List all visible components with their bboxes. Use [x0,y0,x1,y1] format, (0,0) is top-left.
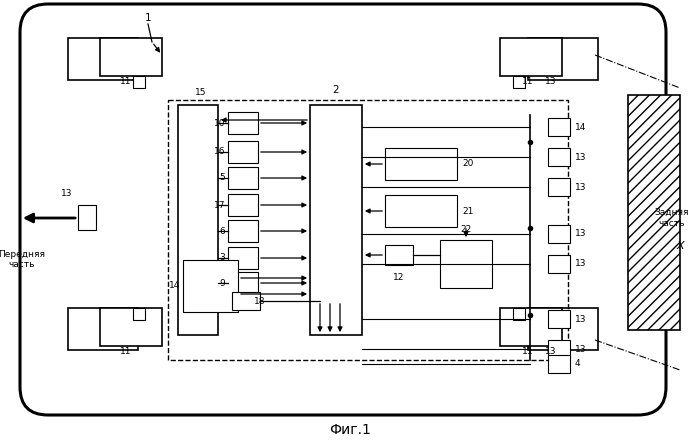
Text: 22: 22 [461,225,472,234]
Bar [548,310,570,328]
Text: 13: 13 [575,183,586,191]
Text: 16: 16 [213,148,225,156]
Bar [628,95,680,330]
Bar [528,308,598,350]
Bar [528,38,598,80]
Text: 5: 5 [219,174,225,183]
Text: 13: 13 [575,229,586,239]
Text: 13: 13 [575,315,586,324]
Bar [548,148,570,166]
Text: 11: 11 [120,347,131,356]
Bar [228,112,258,134]
Text: Фиг.1: Фиг.1 [329,423,371,437]
Bar [548,355,570,373]
Text: 1: 1 [145,13,151,23]
Text: Передняя
часть: Передняя часть [0,250,45,270]
Bar [548,178,570,196]
Bar [548,255,570,273]
Bar [228,272,258,294]
Bar [78,205,96,230]
Bar [513,308,525,320]
Text: 17: 17 [213,201,225,210]
Text: 10: 10 [213,118,225,127]
Text: 14: 14 [168,282,180,290]
Text: 13: 13 [545,77,556,86]
FancyBboxPatch shape [20,4,666,415]
Bar [100,308,162,346]
Bar [385,148,457,180]
Text: 13: 13 [545,347,556,356]
Bar [548,118,570,136]
Bar [310,105,362,335]
Text: 11: 11 [120,77,131,86]
Text: 12: 12 [394,273,405,282]
Bar [385,195,457,227]
Text: 3: 3 [219,254,225,263]
Text: 4: 4 [575,359,581,369]
Bar [500,38,562,76]
Bar [228,220,258,242]
Bar [548,225,570,243]
Bar [228,194,258,216]
Text: 6: 6 [219,226,225,236]
Bar [228,141,258,163]
Bar [68,308,138,350]
Text: 13: 13 [575,344,586,354]
Bar [133,76,145,88]
Text: 13: 13 [61,188,72,198]
Text: 21: 21 [462,206,473,216]
Bar [385,245,413,265]
Text: 18: 18 [254,297,266,305]
Bar [178,105,218,335]
Bar [500,308,562,346]
Bar [68,38,138,80]
Text: X: X [676,241,684,251]
Text: 9: 9 [219,278,225,287]
Text: 13: 13 [575,152,586,161]
Bar [440,240,492,288]
Bar [100,38,162,76]
Text: 20: 20 [462,160,473,168]
Text: 11: 11 [522,77,533,86]
Bar [232,292,260,310]
Bar [228,167,258,189]
Text: 2: 2 [333,85,339,95]
Bar [183,260,238,312]
Bar [228,247,258,269]
Text: 14: 14 [575,122,586,132]
Bar [133,308,145,320]
Bar [548,340,570,358]
Text: 13: 13 [575,259,586,268]
Bar [513,76,525,88]
Bar [168,100,568,360]
Text: Задняя
часть: Задняя часть [655,208,689,228]
Text: 11: 11 [522,347,533,356]
Text: 15: 15 [195,88,206,97]
